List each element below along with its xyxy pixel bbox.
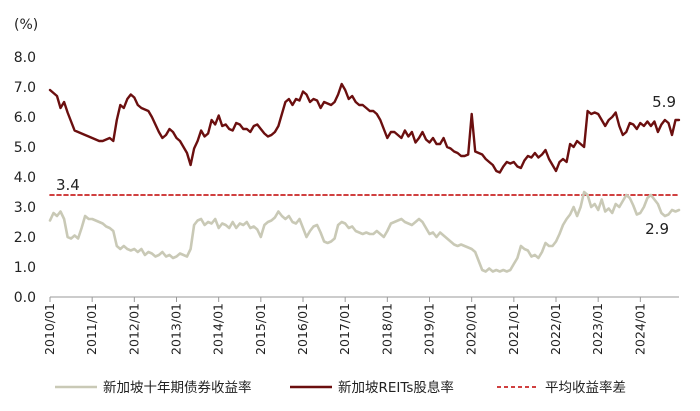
legend-label-reits: 新加坡REITs股息率: [338, 379, 454, 396]
x-tick-label: 2021/01: [506, 303, 521, 355]
y-tick-label: 0.0: [14, 290, 36, 306]
x-tick-label: 2024/01: [632, 303, 647, 355]
series-line-bond: [48, 190, 681, 273]
y-tick-label: 8.0: [14, 50, 36, 66]
legend-label-avg: 平均收益率差: [545, 379, 626, 396]
y-tick-label: 5.0: [14, 140, 36, 156]
annotation-bond: 2.9: [645, 220, 669, 238]
x-tick-label: 2016/01: [295, 303, 310, 355]
x-tick-label: 2022/01: [548, 303, 563, 355]
plot-area: [48, 82, 681, 273]
x-axis: 2010/01 2011/01 2012/01 2013/01 2014/01 2015/…: [42, 296, 679, 355]
y-tick-label: 7.0: [14, 80, 36, 96]
y-tick-label: 6.0: [14, 110, 36, 126]
x-tick-label: 2023/01: [590, 303, 605, 355]
y-axis: 0.0 1.0 2.0 3.0 4.0 5.0 6.0 7.0 8.0: [14, 50, 36, 306]
annotations: 3.4 5.9 2.9: [56, 93, 676, 238]
x-tick-label: 2020/01: [464, 303, 479, 355]
annotation-avg: 3.4: [56, 176, 80, 194]
x-tick-label: 2012/01: [126, 303, 141, 355]
x-tick-label: 2019/01: [422, 303, 437, 355]
y-unit-label: (%): [14, 17, 38, 33]
series-line-reits: [48, 82, 681, 174]
legend-label-bond: 新加坡十年期债券收益率: [103, 379, 252, 396]
y-tick-label: 4.0: [14, 170, 36, 186]
x-tick-label: 2014/01: [211, 303, 226, 355]
annotation-reits: 5.9: [652, 93, 676, 111]
x-tick-label: 2015/01: [253, 303, 268, 355]
y-tick-label: 2.0: [14, 230, 36, 246]
x-tick-label: 2010/01: [42, 303, 57, 355]
x-tick-label: 2011/01: [84, 303, 99, 355]
x-tick-label: 2013/01: [169, 303, 184, 355]
legend: 新加坡十年期债券收益率 新加坡REITs股息率 平均收益率差: [55, 379, 626, 396]
y-tick-label: 1.0: [14, 260, 36, 276]
x-tick-label: 2018/01: [379, 303, 394, 355]
y-tick-label: 3.0: [14, 200, 36, 216]
x-tick-label: 2017/01: [337, 303, 352, 355]
